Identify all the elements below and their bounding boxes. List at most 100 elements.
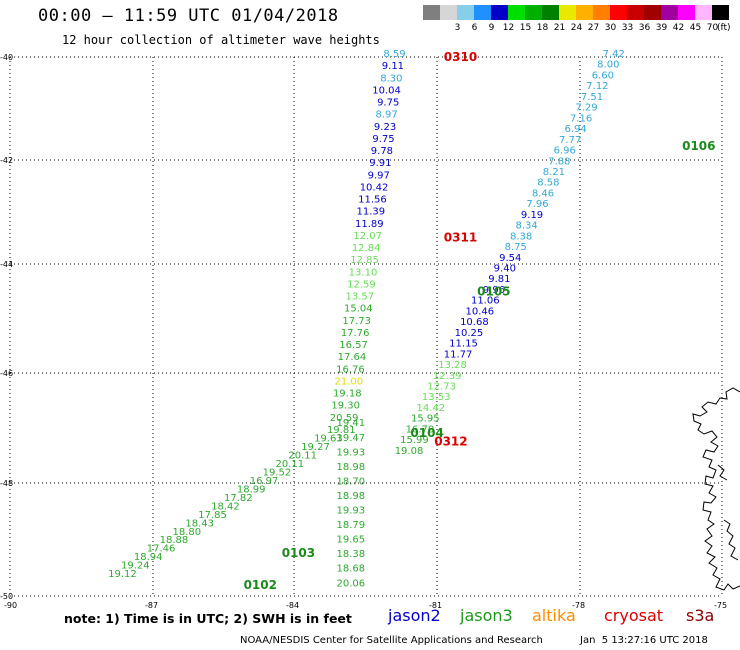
lat-label: -46 bbox=[0, 369, 13, 378]
satellite-legend-cryosat: cryosat bbox=[604, 606, 664, 625]
swh-value: 7.88 bbox=[548, 156, 570, 167]
swh-value: 7.77 bbox=[559, 135, 581, 146]
swh-value: 19.47 bbox=[336, 433, 365, 444]
axis-labels: -40 -42 -44 -46 -48 -50-90 -87 -84 -81 -78 -75 bbox=[0, 53, 727, 610]
swh-value: 17.82 bbox=[224, 493, 253, 504]
swh-value: 8.00 bbox=[597, 60, 619, 71]
coastline-segment bbox=[692, 387, 740, 591]
scale-label: 70 bbox=[706, 23, 719, 33]
swh-value: 17.85 bbox=[198, 510, 227, 521]
scale-label: 33 bbox=[621, 23, 634, 33]
swh-value: 8.34 bbox=[515, 221, 537, 232]
scale-swatch bbox=[610, 5, 627, 20]
lat-label: -50 bbox=[0, 592, 13, 601]
swh-value: 13.10 bbox=[349, 267, 378, 278]
swh-value: 11.39 bbox=[357, 207, 386, 218]
swh-value: 19.93 bbox=[336, 447, 365, 458]
pass-time-label: 0312 bbox=[434, 434, 467, 448]
pass-time-label: 0102 bbox=[244, 578, 277, 592]
swh-value: 8.21 bbox=[543, 167, 565, 178]
swh-value: 11.77 bbox=[444, 349, 473, 360]
swh-value: 19.93 bbox=[336, 506, 365, 517]
swh-value: 18.80 bbox=[173, 527, 202, 538]
scale-label: 45 bbox=[689, 23, 702, 33]
swh-value: 19.41 bbox=[336, 418, 365, 429]
swh-value: 9.78 bbox=[371, 146, 393, 157]
swh-value: 18.43 bbox=[185, 518, 214, 529]
swh-value: 17.73 bbox=[342, 316, 371, 327]
swh-value: 10.25 bbox=[455, 328, 484, 339]
swh-value: 7.12 bbox=[586, 81, 608, 92]
swh-value: 6.60 bbox=[592, 70, 614, 81]
lon-label: -84 bbox=[286, 601, 299, 610]
swh-value: 9.97 bbox=[368, 170, 390, 181]
swh-value: 20.06 bbox=[336, 578, 365, 589]
swh-value: 9.81 bbox=[488, 274, 510, 285]
swh-value: 12.85 bbox=[350, 255, 379, 266]
scale-swatch bbox=[678, 5, 695, 20]
scale-label: 21 bbox=[553, 23, 566, 33]
swh-value: 9.11 bbox=[382, 61, 404, 72]
scale-swatch bbox=[695, 5, 712, 20]
swh-value: 6.96 bbox=[554, 146, 576, 157]
pass-time-labels: 0310 0311 0312 0106 0105 0104 0103 0102 bbox=[244, 50, 716, 592]
lat-lon-grid bbox=[9, 56, 723, 597]
scale-label: 30 bbox=[604, 23, 617, 33]
swh-value: 9.40 bbox=[494, 264, 516, 275]
swh-value: 10.42 bbox=[360, 182, 389, 193]
lon-label: -81 bbox=[429, 601, 442, 610]
scale-label: 6 bbox=[471, 23, 478, 33]
satellite-legend-jason3: jason3 bbox=[460, 606, 513, 625]
swh-value: 15.04 bbox=[344, 304, 373, 315]
swh-value: 7.42 bbox=[603, 49, 625, 60]
swh-value: 20.59 bbox=[330, 413, 359, 424]
credit-line: NOAA/NESDIS Center for Satellite Applica… bbox=[240, 635, 543, 646]
pass-time-label: 0106 bbox=[682, 139, 715, 153]
swh-value: 8.59 bbox=[383, 49, 405, 60]
swh-value: 18.70 bbox=[336, 476, 365, 487]
swh-value: 7.16 bbox=[570, 113, 592, 124]
swh-value: 19.30 bbox=[331, 401, 360, 412]
lon-label: -90 bbox=[4, 601, 17, 610]
swh-value: 16.70 bbox=[406, 424, 435, 435]
swh-value: 19.12 bbox=[108, 569, 137, 580]
swh-value: 18.94 bbox=[134, 552, 163, 563]
scale-label: 18 bbox=[536, 23, 549, 33]
coastline-segment bbox=[717, 464, 728, 481]
swh-value: 11.06 bbox=[471, 296, 500, 307]
timestamp: Jan 5 13:27:16 UTC 2018 bbox=[580, 635, 708, 646]
footer-note: note: 1) Time is in UTC; 2) SWH is in fe… bbox=[64, 611, 352, 626]
satellite-legend-jason2: jason2 bbox=[388, 606, 441, 625]
swh-value: 21.00 bbox=[335, 376, 364, 387]
swh-value: 13.53 bbox=[422, 392, 451, 403]
swh-value: 18.79 bbox=[336, 520, 365, 531]
scale-swatch bbox=[644, 5, 661, 20]
swh-value: 7.51 bbox=[581, 92, 603, 103]
swh-value: 9.96 bbox=[483, 285, 505, 296]
scale-label: 15 bbox=[519, 23, 532, 33]
coastline-segment bbox=[723, 519, 739, 561]
scale-unit: (ft) bbox=[717, 23, 731, 33]
coastline bbox=[692, 387, 740, 591]
swh-value: 19.27 bbox=[301, 442, 330, 453]
scale-swatch bbox=[661, 5, 678, 20]
swh-value: 10.46 bbox=[466, 306, 495, 317]
swh-value: 17.76 bbox=[341, 328, 370, 339]
swh-value: 8.38 bbox=[510, 231, 532, 242]
swh-value: 9.23 bbox=[374, 122, 396, 133]
swh-value: 12.59 bbox=[347, 279, 376, 290]
swh-value: 8.97 bbox=[376, 110, 398, 121]
scale-swatch bbox=[525, 5, 542, 20]
swh-value: 17.64 bbox=[338, 352, 367, 363]
swh-value: 11.15 bbox=[449, 339, 478, 350]
lon-label: -78 bbox=[572, 601, 585, 610]
swh-value: 18.68 bbox=[336, 564, 365, 575]
swh-value: 9.19 bbox=[521, 210, 543, 221]
swh-value: 19.24 bbox=[121, 561, 150, 572]
swh-value: 10.68 bbox=[460, 317, 489, 328]
scale-label: 27 bbox=[587, 23, 600, 33]
pass-time-label: 0310 bbox=[444, 50, 477, 64]
scale-swatch bbox=[712, 5, 729, 20]
scale-swatch bbox=[576, 5, 593, 20]
